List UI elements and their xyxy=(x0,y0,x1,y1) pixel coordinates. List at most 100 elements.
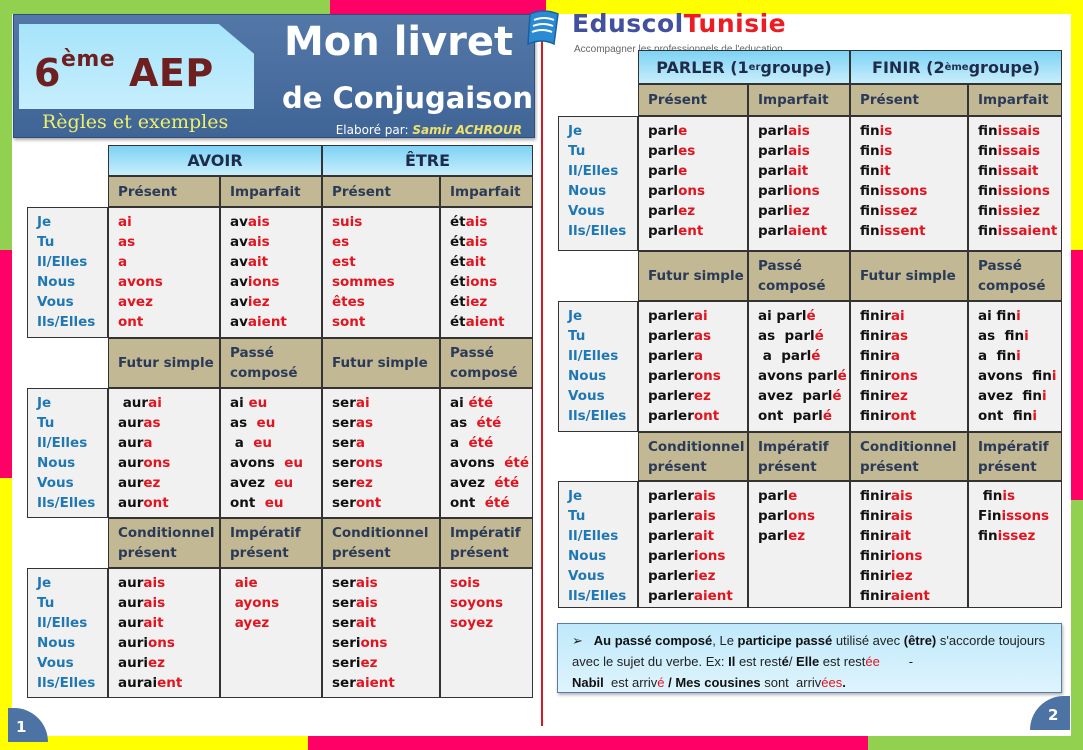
conjugated-form: seraient xyxy=(332,673,439,693)
conjugated-form: auras xyxy=(118,413,219,433)
example-subject: Mes cousines xyxy=(675,675,761,690)
verb-stem: avons parl xyxy=(758,368,838,384)
conjugated-form: avaient xyxy=(230,312,321,332)
verb-stem: fin xyxy=(978,143,998,159)
verb-stem: ai xyxy=(230,395,249,411)
verb-stem: ont parl xyxy=(758,408,823,424)
pronoun: Je xyxy=(37,575,52,591)
page-divider xyxy=(541,14,543,726)
verb-stem: ser xyxy=(332,575,356,591)
conjugated-form: finirais xyxy=(860,506,967,526)
verb-stem: ser xyxy=(332,615,356,631)
verb-ending: issons xyxy=(879,183,928,199)
frame-top-green xyxy=(0,0,330,14)
verb-ending: ons xyxy=(143,455,171,471)
tense-label: Passé composé xyxy=(450,345,518,381)
verb-ending: it xyxy=(879,163,891,179)
tense-label: Présent xyxy=(332,183,391,200)
verb-stem: parler xyxy=(648,508,694,524)
verb-stem: aur xyxy=(118,575,144,591)
rule-term: participe passé xyxy=(737,633,833,648)
verb-ending: iez xyxy=(890,568,913,584)
example-verb: est rest xyxy=(735,654,782,669)
verb-stem: ser xyxy=(332,595,356,611)
verb-ending: aient xyxy=(355,675,395,691)
conjugated-form: ont parlé xyxy=(758,406,849,426)
verb-stem: finir xyxy=(860,308,891,324)
conjugated-form: ai xyxy=(118,212,219,232)
verb-ending: ez xyxy=(678,203,696,219)
conjugated-form: finiraient xyxy=(860,586,967,606)
conjugated-form: aurions xyxy=(118,633,219,653)
verb-ending: ont xyxy=(143,495,169,511)
verb-ending: é xyxy=(811,348,821,364)
verb-stem: ai parl xyxy=(758,308,807,324)
pronoun: Je xyxy=(568,123,583,139)
conjugation-cell: parle parlons parlez xyxy=(748,481,850,608)
verb-stem: parl xyxy=(648,143,679,159)
verb-ending: i xyxy=(1024,328,1029,344)
verb-ending: ait xyxy=(693,528,715,544)
verb-ending: ont xyxy=(890,408,917,424)
conjugated-form: finissez xyxy=(978,526,1061,546)
verb-ending: ons xyxy=(355,455,383,471)
frame-left-yellow xyxy=(0,478,12,750)
conjugated-form: parleront xyxy=(648,406,747,426)
verb-ending: iez xyxy=(693,568,716,584)
verb-ending: ai xyxy=(355,395,370,411)
pronoun: Ils/Elles xyxy=(37,675,96,691)
tense-header: Imparfait xyxy=(220,176,322,207)
conjugated-form: finissait xyxy=(978,161,1061,181)
verb-ending: ons xyxy=(678,183,705,199)
verb-ending: é xyxy=(837,368,847,384)
conjugated-form: ont été xyxy=(450,493,532,513)
conjugated-form: soyez xyxy=(450,613,532,633)
page-title-line2: de Conjugaison xyxy=(282,81,534,115)
grade-level: AEP xyxy=(128,51,214,95)
verb-group: groupe) xyxy=(760,57,832,77)
verb-stem: parl xyxy=(648,223,679,239)
verb-ending: eu xyxy=(274,475,294,491)
tense-header: Impératif présent xyxy=(748,432,850,481)
verb-ending: été xyxy=(494,475,520,491)
pronoun: Il/Elles xyxy=(568,348,619,364)
conjugated-form: êtes xyxy=(332,292,439,312)
verb-stem: parl xyxy=(758,488,789,504)
verb-ending: ais xyxy=(465,214,488,230)
conjugated-form: aurons xyxy=(118,453,219,473)
verb-stem: finir xyxy=(860,388,891,404)
verb-stem: ser xyxy=(332,675,356,691)
verb-ending: a xyxy=(143,435,153,451)
verb-ending: ais xyxy=(355,595,378,611)
verb-stem: ser xyxy=(332,415,356,431)
pronoun: Vous xyxy=(568,388,605,404)
pronoun: Nous xyxy=(568,368,607,384)
verb-stem: ont xyxy=(230,495,265,511)
verb-ending: ais xyxy=(247,214,270,230)
verb-stem: fin xyxy=(978,223,998,239)
pronoun: Tu xyxy=(568,328,586,344)
verb-stem: ser xyxy=(332,395,356,411)
verb-ending: issaient xyxy=(997,223,1058,239)
conjugated-form: avons xyxy=(118,272,219,292)
frame-top-yellow xyxy=(546,0,1083,14)
verb-stem: as xyxy=(230,415,257,431)
grade-number: 6 xyxy=(34,51,61,95)
verb-stem: aur xyxy=(118,395,149,411)
pronoun: Il/Elles xyxy=(568,528,619,544)
tense-header: Futur simple xyxy=(850,251,968,301)
verb-group: groupe) xyxy=(968,57,1040,77)
conjugated-form: aurait xyxy=(118,613,219,633)
verb-stem: fin xyxy=(860,123,880,139)
conjugated-form: parleriez xyxy=(648,566,747,586)
verb-ending: sont xyxy=(332,314,366,330)
conjugated-form: soyons xyxy=(450,593,532,613)
conjugated-form: sera xyxy=(332,433,439,453)
example-ending: ée xyxy=(865,654,880,669)
tense-label: Présent xyxy=(648,92,707,108)
conjugation-cell: ai été as été a été avons été avez été ont ét… xyxy=(440,388,533,518)
tense-header: Passé composé xyxy=(220,338,322,388)
conjugated-form: finissiez xyxy=(978,201,1061,221)
pronoun: Vous xyxy=(37,655,74,671)
verb-ending: ai xyxy=(118,214,132,230)
